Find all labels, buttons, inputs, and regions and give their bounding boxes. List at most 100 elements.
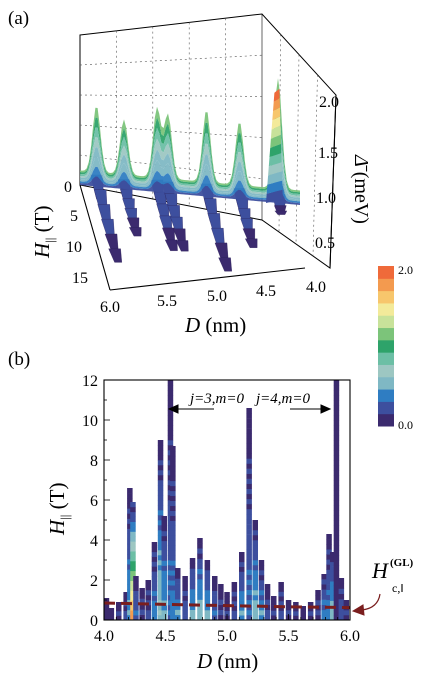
field-column-cell bbox=[258, 585, 265, 591]
field-column-cell bbox=[278, 586, 284, 592]
field-column-cell bbox=[151, 561, 158, 567]
surface-layer bbox=[80, 93, 300, 195]
field-column-cell bbox=[157, 570, 164, 576]
field-column-cell bbox=[157, 465, 164, 471]
field-column-cell bbox=[151, 590, 158, 596]
field-column-cell bbox=[157, 560, 164, 566]
field-column-cell bbox=[300, 615, 306, 621]
field-column-cell bbox=[170, 590, 176, 596]
field-column-cell bbox=[246, 428, 252, 434]
surface-layer bbox=[80, 140, 300, 200]
field-column-cell bbox=[130, 502, 136, 508]
field-column-cell bbox=[246, 493, 252, 500]
field-column-cell bbox=[258, 590, 265, 596]
gl-critical-field-curve bbox=[103, 601, 351, 610]
field-column-cell bbox=[170, 510, 176, 516]
field-column-cell bbox=[252, 605, 258, 611]
field-column-cell bbox=[182, 600, 188, 606]
field-column-cell bbox=[231, 582, 238, 587]
field-column-cell bbox=[204, 590, 211, 596]
field-column-cell bbox=[170, 600, 176, 606]
colorbar-swatch bbox=[378, 290, 394, 304]
field-column-cell bbox=[127, 548, 133, 555]
field-column-cell bbox=[157, 550, 164, 556]
surface-peak-slice bbox=[266, 180, 283, 194]
field-column-cell bbox=[246, 458, 252, 464]
field-column-cell bbox=[182, 585, 188, 591]
field-column-cell bbox=[130, 561, 136, 567]
field-column-cell bbox=[161, 530, 167, 537]
grid-line bbox=[79, 54, 263, 66]
field-column-cell bbox=[161, 600, 167, 606]
field-column-cell bbox=[170, 446, 176, 452]
field-column-cell bbox=[161, 570, 167, 576]
field-column-cell bbox=[246, 594, 252, 601]
field-column-cell bbox=[130, 595, 136, 601]
field-column-cell bbox=[189, 589, 196, 595]
field-column-cell bbox=[157, 555, 164, 561]
field-column-cell bbox=[123, 596, 129, 602]
field-column-cell bbox=[133, 600, 139, 606]
field-column-cell bbox=[321, 604, 327, 611]
field-column-cell bbox=[197, 594, 203, 600]
field-column-cell bbox=[157, 590, 164, 596]
grid-line bbox=[312, 74, 318, 257]
field-column-cell bbox=[127, 554, 133, 560]
field-column-cell bbox=[330, 556, 336, 563]
surface-band bbox=[218, 257, 232, 272]
field-column-cell bbox=[278, 615, 284, 621]
field-column-cell bbox=[157, 580, 164, 586]
field-column-cell bbox=[246, 453, 252, 459]
field-column-cell bbox=[246, 438, 252, 444]
field-column-cell bbox=[170, 470, 176, 477]
field-column-cell bbox=[338, 614, 345, 621]
field-column-cell bbox=[182, 605, 188, 611]
field-column-cell bbox=[218, 589, 224, 595]
field-column-cell bbox=[224, 610, 230, 616]
field-column-cell bbox=[252, 585, 258, 591]
field-column-cell bbox=[157, 535, 164, 541]
field-column-cell bbox=[170, 610, 176, 616]
field-column-cell bbox=[170, 545, 176, 551]
field-column-cell bbox=[204, 565, 211, 571]
field-column-cell bbox=[239, 610, 245, 616]
field-column-cell bbox=[333, 465, 340, 471]
field-column-cell bbox=[133, 595, 139, 601]
field-column-cell bbox=[167, 405, 174, 411]
field-column-cell bbox=[246, 478, 252, 484]
front-axes bbox=[79, 94, 337, 291]
field-column-cell bbox=[246, 514, 252, 520]
field-column-cell bbox=[130, 570, 136, 576]
field-column-cell bbox=[271, 610, 277, 616]
field-column-cell bbox=[326, 579, 332, 585]
field-column-cell bbox=[252, 615, 258, 621]
field-column-cell bbox=[197, 604, 203, 610]
field-column-cell bbox=[133, 615, 139, 621]
colorbar-swatch bbox=[378, 352, 394, 365]
field-column-cell bbox=[127, 589, 133, 595]
field-column-cell bbox=[333, 560, 340, 566]
field-column-cell bbox=[127, 523, 133, 529]
field-column-cell bbox=[246, 418, 252, 424]
surface-layer bbox=[80, 125, 300, 198]
field-column-cell bbox=[264, 594, 271, 600]
surface-band bbox=[244, 238, 258, 248]
field-column-cell bbox=[157, 485, 164, 491]
field-column-cell bbox=[231, 601, 238, 606]
field-column-cell bbox=[170, 535, 176, 541]
field-column-cell bbox=[333, 380, 340, 386]
field-column-cell bbox=[151, 546, 158, 553]
field-column-cell bbox=[278, 582, 284, 587]
field-column-cell bbox=[127, 594, 133, 600]
field-column-cell bbox=[167, 380, 174, 386]
colorbar-swatch bbox=[378, 376, 394, 390]
field-column-cell bbox=[170, 480, 176, 487]
field-column-cell bbox=[343, 600, 350, 606]
field-column-cell bbox=[103, 598, 110, 604]
field-column-cell bbox=[218, 604, 224, 610]
field-column-cell bbox=[161, 516, 167, 522]
field-column-cell bbox=[252, 570, 258, 576]
field-column-cell bbox=[123, 592, 129, 597]
field-column-cell bbox=[246, 604, 252, 611]
field-column-cell bbox=[271, 600, 277, 606]
